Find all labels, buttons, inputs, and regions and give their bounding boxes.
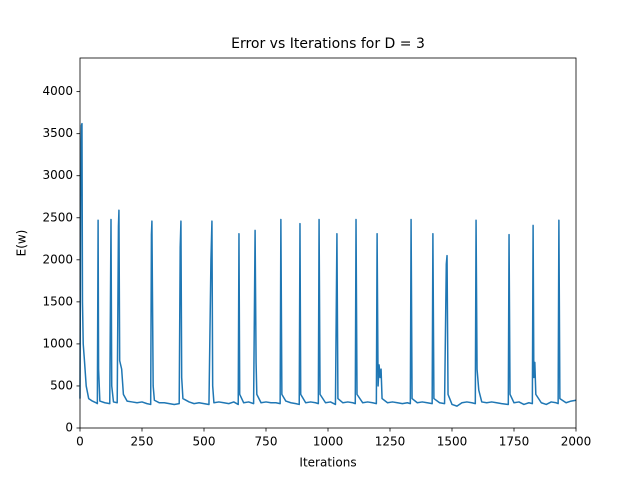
x-tick-label: 2000 xyxy=(561,435,592,449)
x-tick-label: 1750 xyxy=(499,435,530,449)
x-tick-label: 1250 xyxy=(375,435,406,449)
y-tick-label: 0 xyxy=(65,421,73,435)
y-tick-label: 1500 xyxy=(42,294,73,308)
y-tick-label: 1000 xyxy=(42,336,73,350)
chart-title: Error vs Iterations for D = 3 xyxy=(231,36,425,52)
y-tick-label: 3000 xyxy=(42,168,73,182)
y-tick-label: 3500 xyxy=(42,126,73,140)
y-tick-label: 4000 xyxy=(42,84,73,98)
x-tick-label: 750 xyxy=(255,435,278,449)
data-line xyxy=(79,122,577,407)
y-tick-label: 500 xyxy=(50,378,73,392)
plot-frame xyxy=(79,57,577,429)
y-tick-label: 2500 xyxy=(42,210,73,224)
y-tick-label: 2000 xyxy=(42,252,73,266)
x-tick-label: 1000 xyxy=(313,435,344,449)
y-axis-label: E(w) xyxy=(15,230,29,257)
x-tick-label: 250 xyxy=(131,435,154,449)
x-tick-label: 0 xyxy=(76,435,84,449)
x-tick-label: 1500 xyxy=(437,435,468,449)
x-axis-label: Iterations xyxy=(299,456,356,470)
x-tick-label: 500 xyxy=(193,435,216,449)
